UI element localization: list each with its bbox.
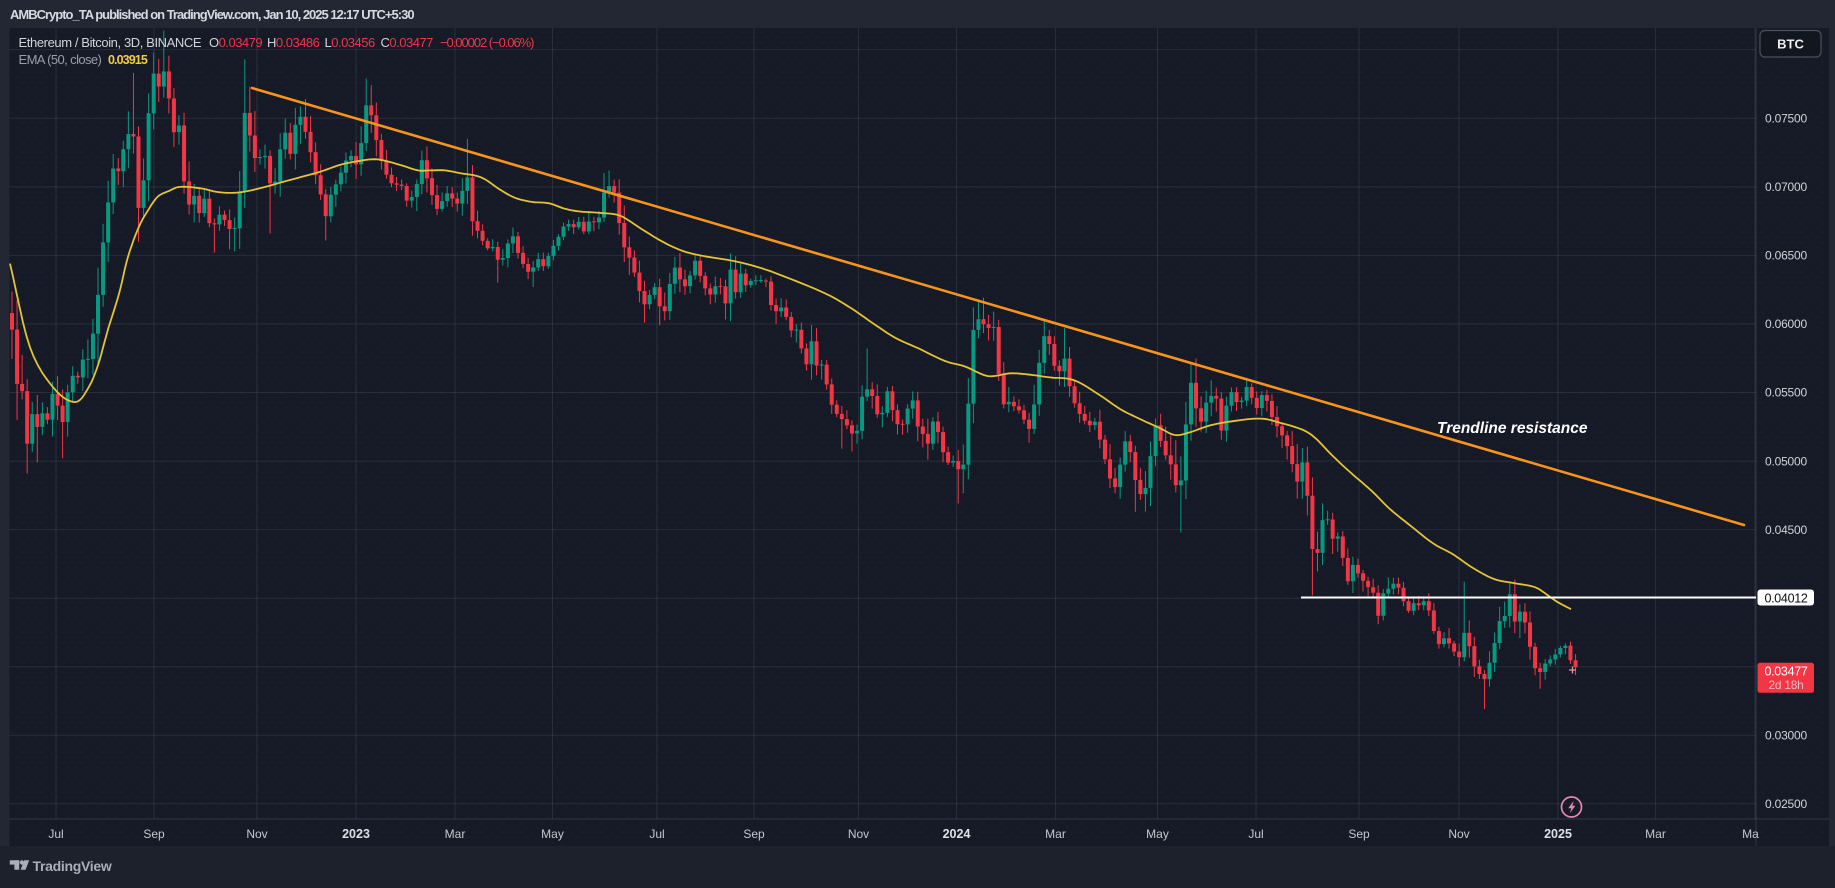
svg-text:Nov: Nov (848, 827, 869, 841)
svg-text:Jul: Jul (1248, 827, 1263, 841)
svg-text:Sep: Sep (743, 827, 765, 841)
svg-text:Nov: Nov (1448, 827, 1469, 841)
svg-text:L0.03456: L0.03456 (325, 35, 375, 50)
svg-text:Sep: Sep (143, 827, 165, 841)
svg-text:May: May (541, 827, 564, 841)
svg-text:0.04012: 0.04012 (1764, 591, 1807, 605)
svg-text:2025: 2025 (1544, 827, 1572, 841)
svg-text:0.04500: 0.04500 (1765, 523, 1808, 537)
svg-text:Nov: Nov (246, 827, 267, 841)
svg-text:2d 18h: 2d 18h (1769, 678, 1804, 692)
svg-text:O0.03479: O0.03479 (209, 35, 262, 50)
svg-text:Jul: Jul (649, 827, 664, 841)
svg-text:Mar: Mar (445, 827, 466, 841)
svg-text:0.07500: 0.07500 (1765, 112, 1808, 126)
svg-text:Sep: Sep (1348, 827, 1370, 841)
svg-text:H0.03486: H0.03486 (267, 35, 320, 50)
svg-text:0.05500: 0.05500 (1765, 386, 1808, 400)
svg-text:Mar: Mar (1045, 827, 1066, 841)
svg-text:0.03915: 0.03915 (108, 53, 148, 67)
svg-text:0.06500: 0.06500 (1765, 249, 1808, 263)
svg-text:0.03477: 0.03477 (1764, 665, 1807, 679)
svg-text:Jul: Jul (48, 827, 63, 841)
svg-text:2024: 2024 (943, 827, 971, 841)
svg-text:Ethereum / Bitcoin, 3D, BINANC: Ethereum / Bitcoin, 3D, BINANCE (19, 35, 202, 50)
svg-text:0.05000: 0.05000 (1765, 454, 1808, 468)
svg-text:C0.03477: C0.03477 (381, 35, 434, 50)
svg-text:0.03000: 0.03000 (1765, 729, 1808, 743)
svg-text:EMA (50, close): EMA (50, close) (19, 52, 102, 67)
svg-text:Ma: Ma (1742, 827, 1759, 841)
svg-text:Trendline resistance: Trendline resistance (1437, 420, 1588, 437)
svg-text:AMBCrypto_TA published on Trad: AMBCrypto_TA published on TradingView.co… (10, 7, 414, 22)
svg-text:0.02500: 0.02500 (1765, 797, 1808, 811)
svg-text:2023: 2023 (342, 827, 370, 841)
svg-text:TradingView: TradingView (33, 858, 112, 874)
svg-text:May: May (1146, 827, 1169, 841)
svg-text:−0.00002 (−0.06%): −0.00002 (−0.06%) (440, 35, 534, 50)
svg-text:Mar: Mar (1645, 827, 1666, 841)
svg-text:0.07000: 0.07000 (1765, 180, 1808, 194)
svg-text:0.06000: 0.06000 (1765, 317, 1808, 331)
svg-text:BTC: BTC (1777, 37, 1804, 52)
